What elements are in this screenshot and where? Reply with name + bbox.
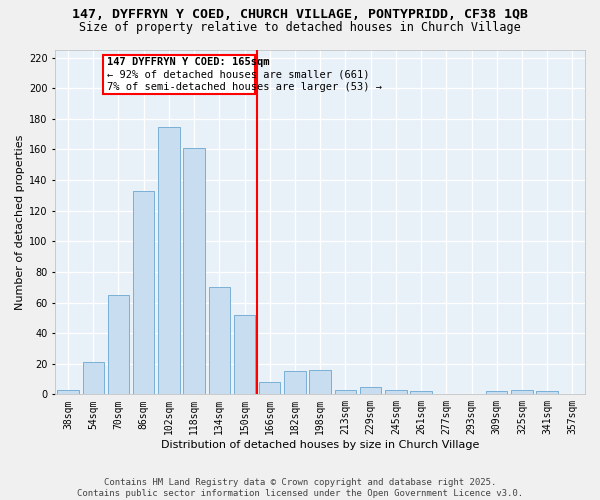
FancyBboxPatch shape [103,54,254,94]
Text: 7% of semi-detached houses are larger (53) →: 7% of semi-detached houses are larger (5… [107,82,382,92]
Bar [234,315,255,394]
Bar [310,370,331,394]
Text: 147 DYFFRYN Y COED: 165sqm: 147 DYFFRYN Y COED: 165sqm [107,57,269,67]
Bar [259,382,280,394]
Bar [335,390,356,394]
Bar [83,362,104,394]
Bar [284,372,306,394]
Text: 147, DYFFRYN Y COED, CHURCH VILLAGE, PONTYPRIDD, CF38 1QB: 147, DYFFRYN Y COED, CHURCH VILLAGE, PON… [72,8,528,20]
Bar [209,287,230,395]
Bar [108,295,129,394]
Y-axis label: Number of detached properties: Number of detached properties [15,134,25,310]
Bar [184,148,205,394]
Bar [536,392,558,394]
Bar [58,390,79,394]
X-axis label: Distribution of detached houses by size in Church Village: Distribution of detached houses by size … [161,440,479,450]
Bar [158,126,179,394]
Bar [360,386,382,394]
Bar [385,390,407,394]
Bar [486,392,508,394]
Bar [511,390,533,394]
Bar [410,392,432,394]
Text: Contains HM Land Registry data © Crown copyright and database right 2025.
Contai: Contains HM Land Registry data © Crown c… [77,478,523,498]
Bar [133,191,154,394]
Text: ← 92% of detached houses are smaller (661): ← 92% of detached houses are smaller (66… [107,70,370,80]
Text: Size of property relative to detached houses in Church Village: Size of property relative to detached ho… [79,22,521,35]
